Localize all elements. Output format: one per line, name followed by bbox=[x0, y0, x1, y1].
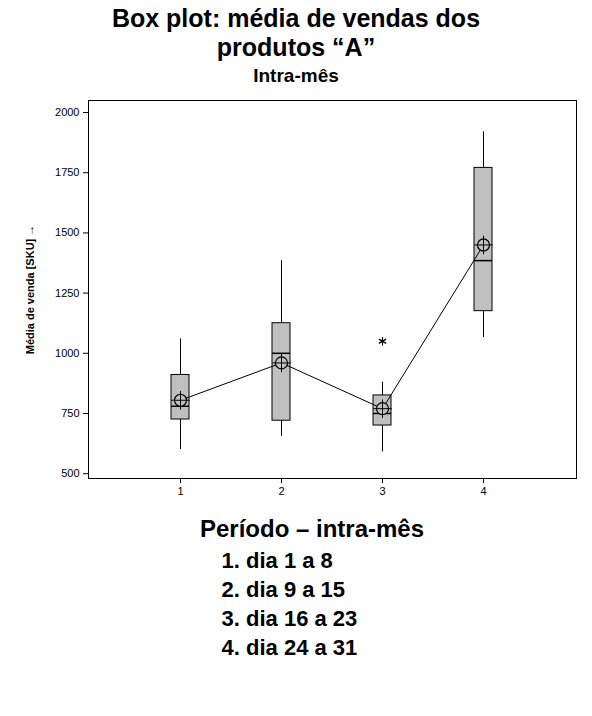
svg-text:750: 750 bbox=[61, 407, 79, 419]
svg-text:1000: 1000 bbox=[55, 347, 79, 359]
svg-text:2000: 2000 bbox=[55, 106, 79, 118]
html-text:dia 16 a 23: dia 16 a 23 bbox=[246, 606, 358, 631]
svg-text:1250: 1250 bbox=[55, 287, 79, 299]
html-text:dia 1 a 8: dia 1 a 8 bbox=[246, 548, 333, 573]
html-text:dia 24 a 31: dia 24 a 31 bbox=[246, 635, 358, 660]
svg-text:1500: 1500 bbox=[55, 226, 79, 238]
html-text:Intra-mês: Intra-mês bbox=[253, 65, 339, 86]
svg-text:Média de venda [SKU] →: Média de venda [SKU] → bbox=[24, 225, 36, 355]
svg-text:2: 2 bbox=[278, 485, 284, 497]
html-text:dia 9 a 15: dia 9 a 15 bbox=[246, 577, 346, 602]
svg-text:500: 500 bbox=[61, 467, 79, 479]
svg-text:1750: 1750 bbox=[55, 166, 79, 178]
html-text:Período – intra-mês: Período – intra-mês bbox=[200, 515, 425, 542]
svg-text:3: 3 bbox=[379, 485, 385, 497]
svg-text:1: 1 bbox=[177, 485, 183, 497]
html-text:Box plot: média de vendas dos: Box plot: média de vendas dos produtos “… bbox=[111, 4, 481, 61]
svg-text:4: 4 bbox=[480, 485, 486, 497]
